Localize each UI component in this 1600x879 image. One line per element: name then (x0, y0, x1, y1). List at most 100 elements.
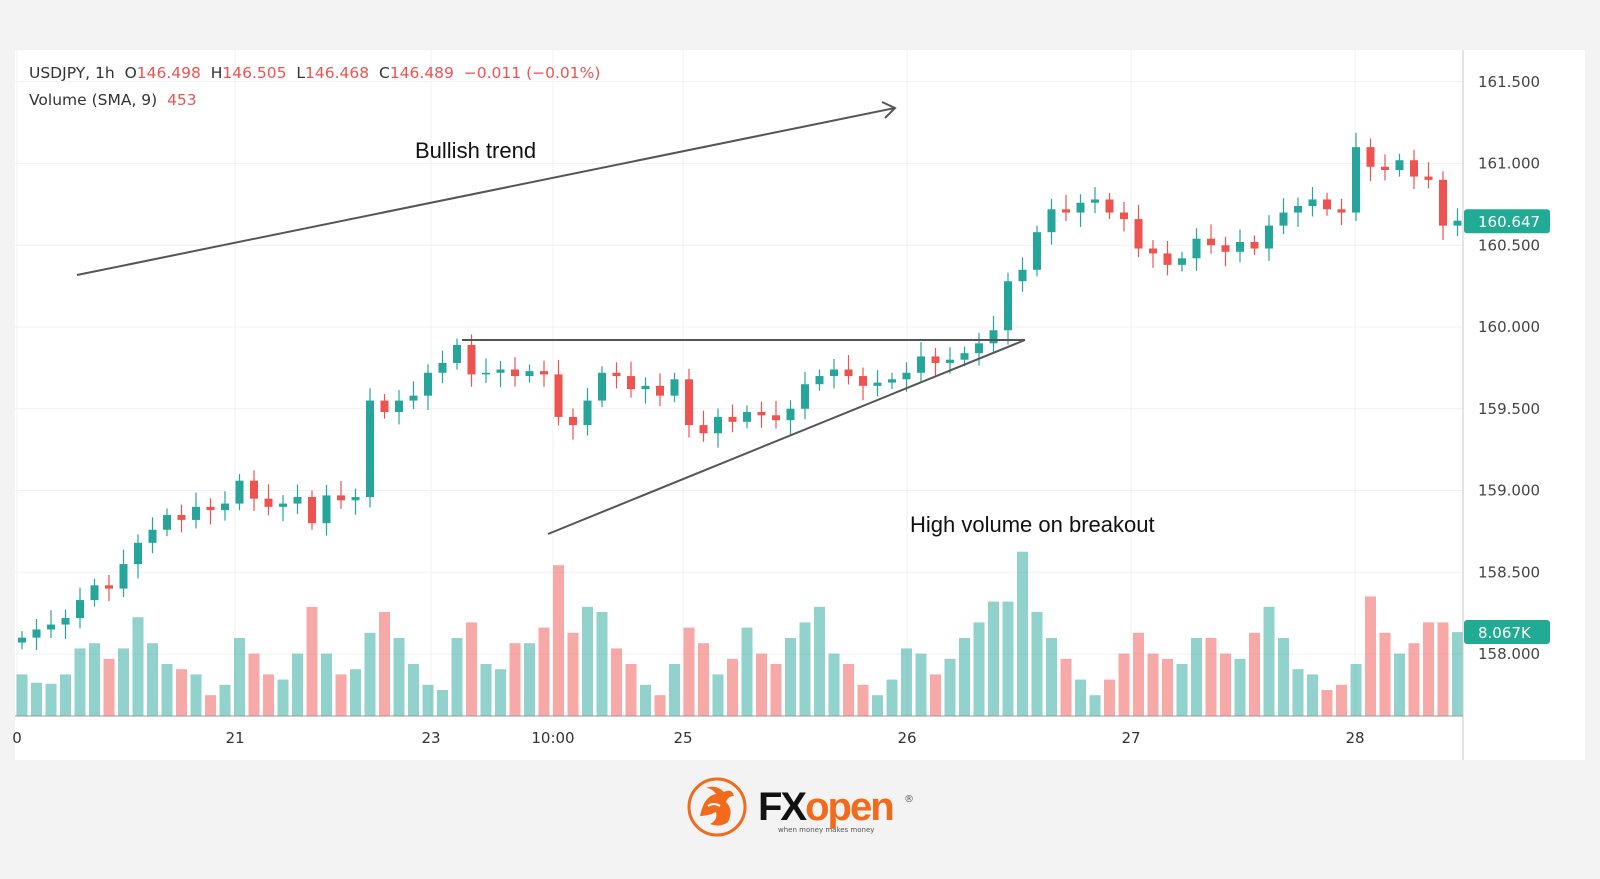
drawings: Bullish trend High volume on breakout (76, 101, 1155, 537)
candle-body (235, 480, 244, 504)
volume-bar (1089, 695, 1101, 716)
candle-body (395, 400, 403, 413)
open-value: 146.498 (136, 64, 201, 82)
volume-bar (60, 674, 71, 716)
candle-body (47, 624, 55, 630)
trend-arrow-line (76, 107, 896, 276)
candle-body (163, 515, 171, 530)
candle-body (931, 356, 940, 363)
price-tick-label: 159.000 (1478, 482, 1540, 500)
volume-value: 453 (167, 91, 197, 109)
candle-body (308, 497, 316, 524)
volume-bar (596, 612, 608, 716)
price-tick-label: 161.500 (1478, 73, 1540, 91)
candle-body (380, 400, 389, 413)
logo-tagline: when money makes money (778, 826, 875, 834)
volume-bar (393, 638, 405, 716)
volume-bar (248, 653, 260, 716)
candle-body (656, 385, 664, 396)
volume-bar (553, 565, 564, 716)
candle-body (815, 376, 824, 385)
candle-body (569, 416, 577, 426)
volume-bar (1307, 674, 1318, 716)
volume-bar (1031, 612, 1043, 716)
volume-bar (1234, 658, 1246, 716)
volume-bar (973, 622, 985, 716)
time-tick-label: 23 (421, 729, 440, 747)
candle-body (859, 376, 867, 386)
candle-body (1221, 245, 1230, 252)
volume-bar (1118, 653, 1130, 716)
volume-bar (306, 606, 318, 716)
volume-label[interactable]: Volume (SMA, 9) (29, 91, 158, 109)
last-volume-badge (1464, 620, 1550, 644)
volume-bar (335, 674, 347, 716)
candle-body (830, 369, 838, 377)
time-tick-label: 25 (673, 729, 692, 747)
last-price-badge (1464, 209, 1550, 234)
candle-body (279, 503, 287, 507)
volume-bar (1292, 669, 1304, 716)
price-tick-label: 161.000 (1478, 155, 1540, 173)
candle-body (467, 344, 476, 375)
volume-bar (1002, 601, 1014, 716)
volume-bar (886, 679, 898, 716)
volume-bar (1263, 606, 1275, 716)
volume-bar (1278, 638, 1289, 716)
volume-bar (901, 648, 912, 716)
candle-body (1453, 220, 1462, 226)
candle-body (61, 618, 70, 625)
low-value: 146.468 (305, 64, 370, 82)
volume-bar (1176, 664, 1188, 716)
candle-body (192, 506, 200, 520)
volume-bar (1205, 638, 1217, 716)
volume-bar (1350, 664, 1362, 716)
axes: 158.000 158.500 159.000 159.500 160.000 160.5… (12, 50, 1550, 760)
volume-bar (1162, 658, 1173, 716)
volume-bar (799, 622, 811, 716)
time-tick-label: 26 (897, 729, 916, 747)
candle-body (1439, 179, 1447, 226)
candle-body (1279, 212, 1288, 226)
candle-body (1381, 166, 1389, 171)
volume-bar (1336, 684, 1347, 716)
candle-body (221, 503, 229, 511)
candle-body (873, 382, 882, 386)
volume-bar (74, 648, 86, 716)
candle-body (844, 369, 853, 377)
candle-body (105, 585, 113, 589)
volume-bar (944, 658, 956, 716)
volume-bar (1147, 653, 1159, 716)
time-tick-label: 21 (225, 729, 244, 747)
candle-body (18, 637, 26, 643)
candle-body (351, 497, 360, 501)
low-label: L (296, 64, 306, 82)
candle-body (453, 344, 461, 363)
volume-bar (988, 601, 999, 716)
volume-bar (89, 643, 100, 716)
candle-body (1178, 258, 1186, 265)
volume-bar (582, 606, 593, 716)
grid (15, 50, 1463, 716)
candle-body (1352, 147, 1360, 213)
volume-bar (741, 627, 753, 716)
volume-bar (654, 695, 666, 716)
candle-body (757, 412, 766, 416)
time-tick-label: 0 (12, 729, 22, 747)
candle-body (1163, 253, 1172, 265)
candle-body (32, 629, 41, 638)
high-label: H (210, 64, 223, 82)
open-label: O (124, 64, 137, 82)
candle-body (728, 416, 737, 422)
candle-body (685, 379, 693, 426)
volume-bar (422, 684, 434, 716)
candle-body (1323, 199, 1331, 210)
candle-body (511, 369, 519, 377)
volume-bar (756, 653, 767, 716)
volume-bar (1379, 632, 1391, 716)
symbol-label[interactable]: USDJPY, 1h (29, 64, 115, 82)
candle-body (1294, 206, 1302, 213)
candle-body (148, 529, 157, 543)
last-price-label: 160.647 (1478, 213, 1540, 231)
